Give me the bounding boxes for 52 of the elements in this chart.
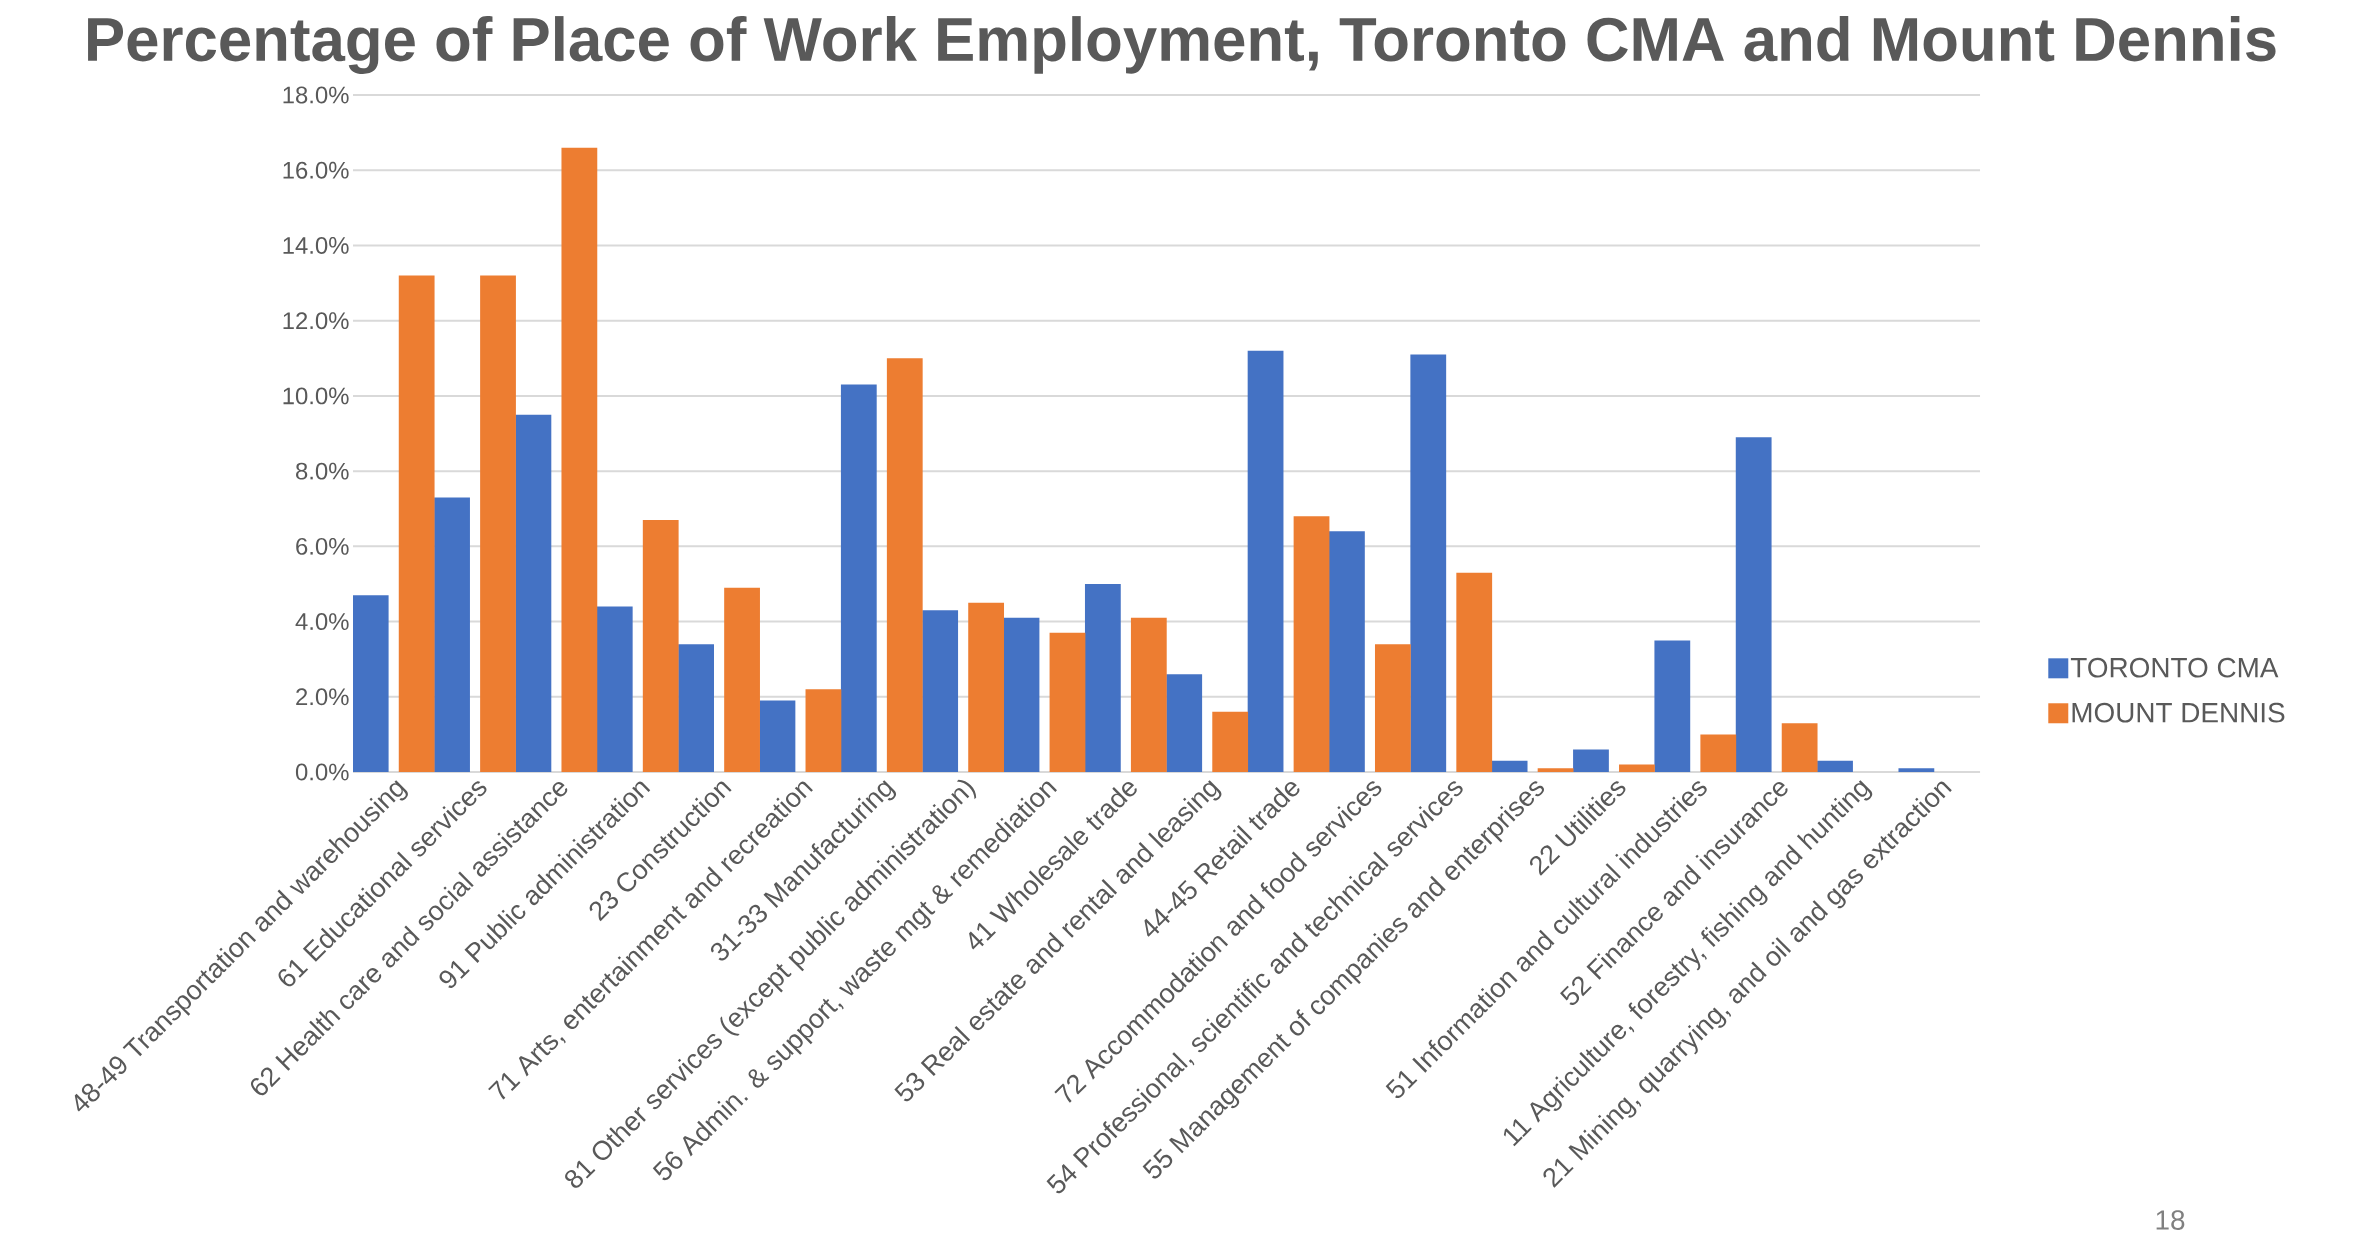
bar <box>1456 572 1493 773</box>
bar <box>515 414 552 773</box>
bar <box>561 147 598 773</box>
y-tick-label: 6.0% <box>296 537 349 555</box>
bar <box>759 700 796 773</box>
y-tick-label: 4.0% <box>295 613 349 631</box>
legend-label: TORONTO CMA <box>2070 657 2279 678</box>
bar <box>1654 640 1691 773</box>
bar <box>596 606 633 773</box>
bar <box>1374 644 1411 773</box>
bar <box>1898 768 1935 773</box>
y-tick-label: 14.0% <box>283 237 349 254</box>
bar <box>1537 768 1574 773</box>
bar <box>886 358 923 773</box>
bar <box>1700 734 1737 773</box>
bar <box>434 497 470 773</box>
bar <box>805 689 842 773</box>
bar <box>1130 617 1167 773</box>
bar <box>1410 354 1447 773</box>
y-tick-label: 10.0% <box>283 387 349 405</box>
y-tick-label: 12.0% <box>283 312 349 330</box>
legend-label: MOUNT DENNIS <box>2072 702 2285 723</box>
bar <box>1084 583 1121 773</box>
bar <box>642 520 679 773</box>
bar <box>1735 437 1772 773</box>
text: 18 <box>2156 1210 2185 1230</box>
bar <box>353 595 389 773</box>
y-tick-label: 0.0% <box>295 763 349 781</box>
bar <box>678 644 714 773</box>
bar <box>1003 617 1040 773</box>
bar <box>1212 711 1249 773</box>
bar <box>840 384 877 773</box>
bar <box>922 610 959 773</box>
y-tick-label: 16.0% <box>283 161 349 179</box>
bar <box>1619 764 1655 773</box>
bar <box>968 602 1005 773</box>
bar <box>1491 760 1528 773</box>
bar <box>724 587 760 773</box>
y-tick-label: 8.0% <box>296 462 349 480</box>
bar <box>1166 674 1203 773</box>
bar <box>1247 350 1284 773</box>
bar <box>1781 723 1818 773</box>
bar <box>1049 632 1086 773</box>
y-tick-label: 18.0% <box>283 86 349 104</box>
bar <box>1329 531 1365 773</box>
bar <box>398 275 435 773</box>
bar <box>1573 749 1609 773</box>
chart-title: Percentage of Place of Work Employment, Toronto CMA and Mount Dennis <box>88 16 2276 74</box>
bar <box>480 275 516 773</box>
bar <box>1293 516 1330 773</box>
bar <box>1817 760 1853 773</box>
y-tick-label: 2.0% <box>296 688 349 706</box>
